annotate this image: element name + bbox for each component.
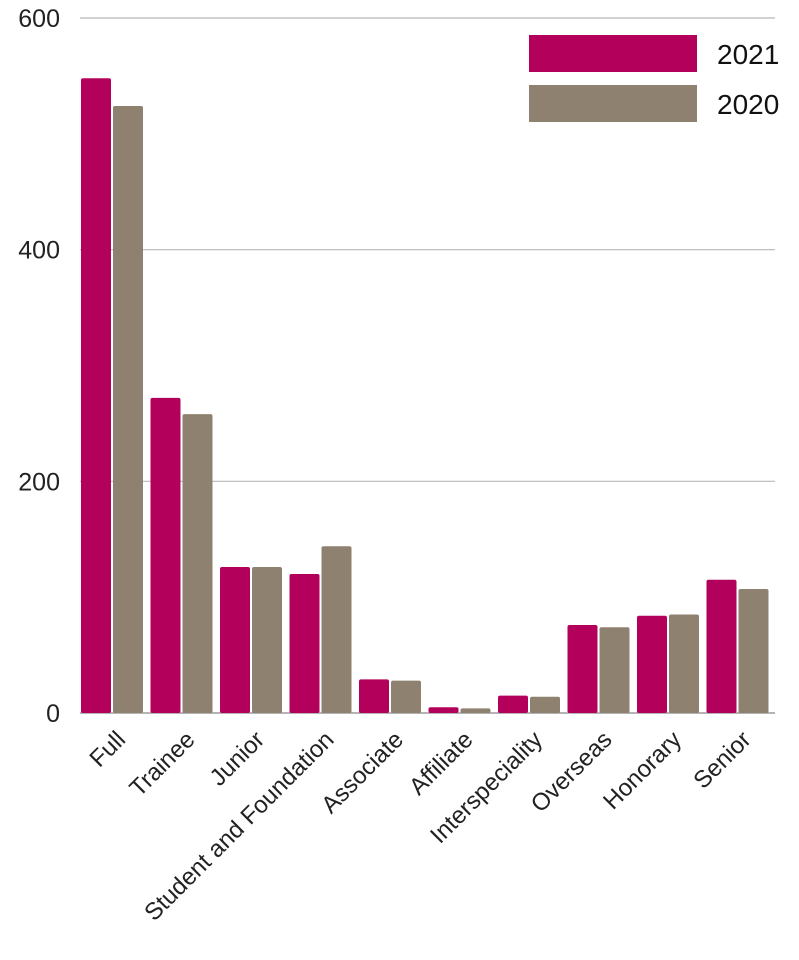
bar-2020-associate: [391, 680, 421, 713]
bar-2021-interspeciality: [498, 695, 528, 713]
bar-2020-full: [113, 106, 143, 714]
bar-2021-trainee: [150, 397, 181, 713]
bar-2021-affiliate: [428, 707, 459, 713]
bar-2020-interspeciality: [530, 696, 560, 713]
bar-2020-affiliate: [460, 708, 491, 713]
y-axis-ticks: 0 200 400 600: [18, 5, 60, 728]
legend-label-2021: 2021: [717, 39, 779, 70]
bar-2020-junior: [252, 567, 282, 713]
y-tick-label: 600: [18, 5, 60, 33]
bar-2021-senior: [706, 579, 737, 713]
x-tick-label: Full: [85, 726, 131, 772]
y-tick-label: 0: [46, 700, 60, 728]
bar-2021-honorary: [637, 615, 667, 713]
legend: 2021 2020: [529, 35, 779, 122]
bar-2020-overseas: [599, 627, 630, 713]
bar-2021-overseas: [567, 624, 598, 713]
bar-2021-junior: [220, 567, 250, 713]
x-tick-label: Senior: [688, 726, 756, 794]
bar-2020-trainee: [182, 414, 213, 713]
bar-2020-senior: [738, 589, 769, 713]
bar-2021-full: [81, 78, 111, 713]
legend-label-2020: 2020: [717, 89, 779, 120]
legend-swatch-2020: [529, 85, 697, 122]
bars: [81, 78, 769, 714]
bar-2020-student-and-foundation: [321, 546, 352, 713]
bar-2021-student-and-foundation: [289, 574, 320, 713]
y-tick-label: 200: [18, 468, 60, 496]
y-tick-label: 400: [18, 237, 60, 265]
bar-2020-honorary: [669, 614, 699, 713]
x-tick-label: Junior: [205, 726, 270, 791]
legend-swatch-2021: [529, 35, 697, 72]
x-tick-label: Trainee: [124, 726, 200, 802]
bar-2021-associate: [359, 679, 389, 713]
